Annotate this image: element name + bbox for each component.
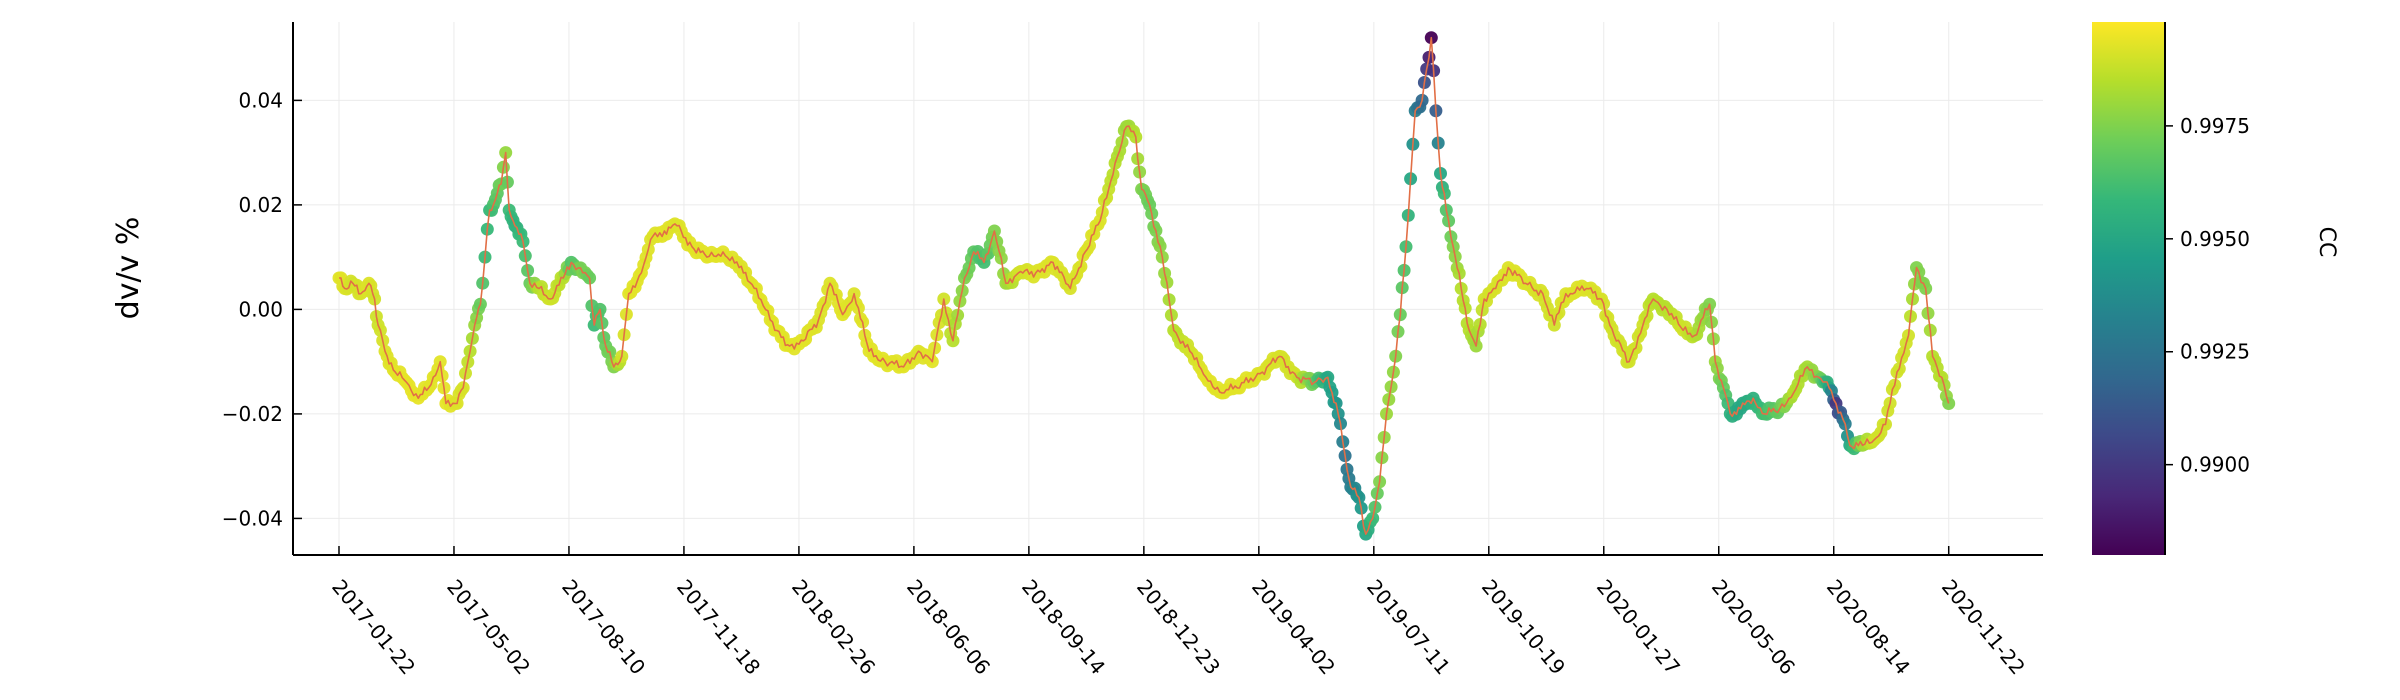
x-tick-label: 2017-08-10 (557, 575, 650, 679)
colorbar: 0.9900 0.9925 0.9950 0.9975 (2092, 22, 2250, 555)
y-tick-label: −0.04 (222, 506, 283, 530)
x-tick-label: 2019-07-11 (1362, 575, 1455, 679)
gridlines (293, 22, 2043, 555)
axes (292, 22, 2043, 556)
colorbar-tick-label: 0.9925 (2180, 340, 2250, 364)
colorbar-label: CC (2314, 227, 2339, 258)
x-tick-label: 2018-02-26 (787, 575, 880, 679)
y-tick-label: 0.00 (238, 297, 283, 321)
colorbar-tick-label: 0.9975 (2180, 114, 2250, 138)
x-tick-label: 2017-01-22 (327, 575, 420, 679)
x-tick-label: 2020-05-06 (1707, 575, 1800, 679)
x-tick-label: 2020-11-22 (1937, 575, 2030, 679)
x-tick-label: 2020-01-27 (1592, 575, 1685, 679)
y-tick-label: 0.02 (238, 193, 283, 217)
x-tick-label: 2018-06-06 (902, 575, 995, 679)
y-tick-label: −0.02 (222, 402, 283, 426)
x-tick-label: 2017-11-18 (672, 575, 765, 679)
colorbar-tick-label: 0.9900 (2180, 453, 2250, 477)
colorbar-tick-label: 0.9950 (2180, 227, 2250, 251)
x-tick-labels: 2017-01-22 2017-05-02 2017-08-10 2017-11-18… (327, 575, 2030, 679)
y-axis-label: dv/v % (111, 217, 146, 320)
data-points (332, 31, 1956, 541)
y-tick-labels: −0.04 −0.02 0.00 0.02 0.04 (222, 88, 283, 530)
x-tick-label: 2019-10-19 (1477, 575, 1570, 679)
y-tick-label: 0.04 (238, 88, 283, 112)
colorbar-gradient (2092, 22, 2165, 555)
x-tick-label: 2018-09-14 (1017, 575, 1110, 679)
x-tick-label: 2019-04-02 (1247, 575, 1340, 679)
x-tick-label: 2020-08-14 (1822, 575, 1915, 679)
x-tick-label: 2018-12-23 (1132, 575, 1225, 679)
series-line (338, 36, 1950, 535)
x-tick-label: 2017-05-02 (442, 575, 535, 679)
